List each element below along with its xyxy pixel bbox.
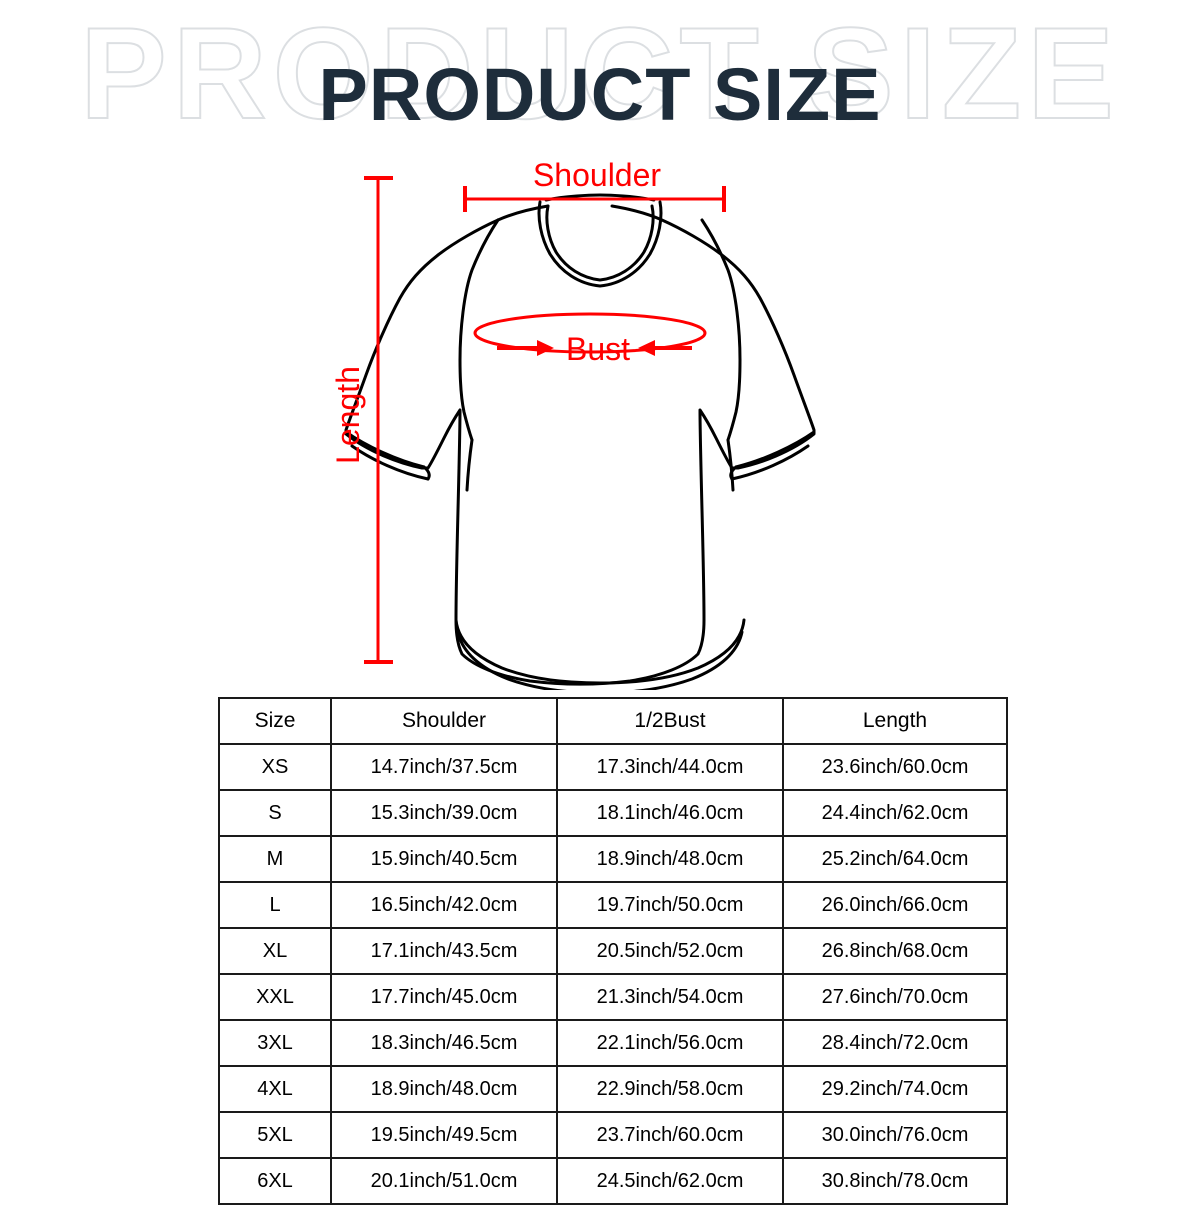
table-row: 4XL 18.9inch/48.0cm 22.9inch/58.0cm 29.2… (218, 1065, 1008, 1113)
bust-label: Bust (566, 331, 630, 367)
right-armhole-path (726, 358, 742, 442)
right-side-fold-path (726, 438, 735, 492)
cell-size: 5XL (218, 1111, 332, 1159)
size-table-body: XS 14.7inch/37.5cm 17.3inch/44.0cm 23.6i… (218, 743, 1008, 1205)
cell-bust: 22.9inch/58.0cm (556, 1065, 784, 1113)
cell-shoulder: 14.7inch/37.5cm (330, 743, 558, 791)
cell-shoulder: 18.9inch/48.0cm (330, 1065, 558, 1113)
bust-right-arrow-head (638, 340, 655, 356)
left-armhole-path (458, 358, 474, 442)
cell-bust: 21.3inch/54.0cm (556, 973, 784, 1021)
annotation-labels-group: Shoulder Bust Length (330, 157, 661, 464)
cell-shoulder: 17.7inch/45.0cm (330, 973, 558, 1021)
table-row: XL 17.1inch/43.5cm 20.5inch/52.0cm 26.8i… (218, 927, 1008, 975)
tshirt-diagram: Shoulder Bust Length (0, 150, 1200, 690)
column-header-length: Length (782, 697, 1008, 745)
title-area: PRODUCT SIZE PRODUCT SIZE (0, 0, 1200, 165)
cell-length: 26.8inch/68.0cm (782, 927, 1008, 975)
length-label: Length (330, 366, 366, 464)
table-row: 3XL 18.3inch/46.5cm 22.1inch/56.0cm 28.4… (218, 1019, 1008, 1067)
column-header-size: Size (218, 697, 332, 745)
cell-bust: 19.7inch/50.0cm (556, 881, 784, 929)
cell-size: XXL (218, 973, 332, 1021)
left-sleeve-cuff-inner-path (350, 444, 430, 481)
cell-bust: 23.7inch/60.0cm (556, 1111, 784, 1159)
cell-size: 6XL (218, 1157, 332, 1205)
cell-length: 24.4inch/62.0cm (782, 789, 1008, 837)
table-row: 5XL 19.5inch/49.5cm 23.7inch/60.0cm 30.0… (218, 1111, 1008, 1159)
background-outline-title: PRODUCT SIZE (79, 0, 1120, 146)
cell-shoulder: 15.9inch/40.5cm (330, 835, 558, 883)
cell-length: 27.6inch/70.0cm (782, 973, 1008, 1021)
shoulder-label: Shoulder (533, 157, 661, 193)
table-row: M 15.9inch/40.5cm 18.9inch/48.0cm 25.2in… (218, 835, 1008, 883)
table-row: XS 14.7inch/37.5cm 17.3inch/44.0cm 23.6i… (218, 743, 1008, 791)
tshirt-measurement-svg: Shoulder Bust Length (330, 157, 816, 690)
right-sleeve-cuff-outer-path (734, 430, 816, 469)
cell-length: 23.6inch/60.0cm (782, 743, 1008, 791)
right-shoulder-seam-path (700, 218, 742, 362)
cell-shoulder: 18.3inch/46.5cm (330, 1019, 558, 1067)
cell-shoulder: 20.1inch/51.0cm (330, 1157, 558, 1205)
table-row: S 15.3inch/39.0cm 18.1inch/46.0cm 24.4in… (218, 789, 1008, 837)
collar-top-band-path (544, 193, 656, 202)
cell-size: M (218, 835, 332, 883)
cell-bust: 17.3inch/44.0cm (556, 743, 784, 791)
left-side-fold-path (465, 438, 474, 492)
cell-size: 4XL (218, 1065, 332, 1113)
measurement-annotations-group (364, 176, 726, 664)
cell-length: 29.2inch/74.0cm (782, 1065, 1008, 1113)
cell-shoulder: 16.5inch/42.0cm (330, 881, 558, 929)
tshirt-outline-group (344, 193, 816, 690)
cell-size: 3XL (218, 1019, 332, 1067)
bust-left-arrow-head (537, 340, 554, 356)
bust-measure-ellipse (473, 312, 707, 354)
left-sleeve-cuff-outer-path (344, 430, 426, 469)
cell-shoulder: 17.1inch/43.5cm (330, 927, 558, 975)
cell-length: 30.0inch/76.0cm (782, 1111, 1008, 1159)
column-header-shoulder: Shoulder (330, 697, 558, 745)
table-row: 6XL 20.1inch/51.0cm 24.5inch/62.0cm 30.8… (218, 1157, 1008, 1205)
size-table-container: Size Shoulder 1/2Bust Length XS 14.7inch… (218, 697, 1008, 1205)
cell-bust: 24.5inch/62.0cm (556, 1157, 784, 1205)
bottom-hem-inner-path (456, 630, 744, 690)
column-header-bust: 1/2Bust (556, 697, 784, 745)
cell-length: 26.0inch/66.0cm (782, 881, 1008, 929)
size-table-head: Size Shoulder 1/2Bust Length (218, 697, 1008, 745)
collar-inner-rib-path (537, 200, 663, 288)
table-header-row: Size Shoulder 1/2Bust Length (218, 697, 1008, 745)
table-row: XXL 17.7inch/45.0cm 21.3inch/54.0cm 27.6… (218, 973, 1008, 1021)
cell-size: L (218, 881, 332, 929)
left-shoulder-seam-path (458, 218, 500, 362)
cell-bust: 22.1inch/56.0cm (556, 1019, 784, 1067)
size-table: Size Shoulder 1/2Bust Length XS 14.7inch… (218, 697, 1008, 1205)
cell-bust: 18.9inch/48.0cm (556, 835, 784, 883)
left-sleeve-cuff-end-path (422, 465, 431, 481)
cell-shoulder: 15.3inch/39.0cm (330, 789, 558, 837)
cell-size: S (218, 789, 332, 837)
cell-length: 25.2inch/64.0cm (782, 835, 1008, 883)
cell-length: 30.8inch/78.0cm (782, 1157, 1008, 1205)
collar-outer-path (545, 204, 655, 282)
right-sleeve-cuff-inner-path (730, 444, 810, 481)
cell-size: XL (218, 927, 332, 975)
cell-bust: 20.5inch/52.0cm (556, 927, 784, 975)
table-row: L 16.5inch/42.0cm 19.7inch/50.0cm 26.0in… (218, 881, 1008, 929)
tshirt-body-path (344, 204, 816, 686)
page-title: PRODUCT SIZE (318, 53, 882, 136)
cell-shoulder: 19.5inch/49.5cm (330, 1111, 558, 1159)
cell-size: XS (218, 743, 332, 791)
bottom-hem-outer-path (454, 618, 746, 685)
cell-bust: 18.1inch/46.0cm (556, 789, 784, 837)
cell-length: 28.4inch/72.0cm (782, 1019, 1008, 1067)
